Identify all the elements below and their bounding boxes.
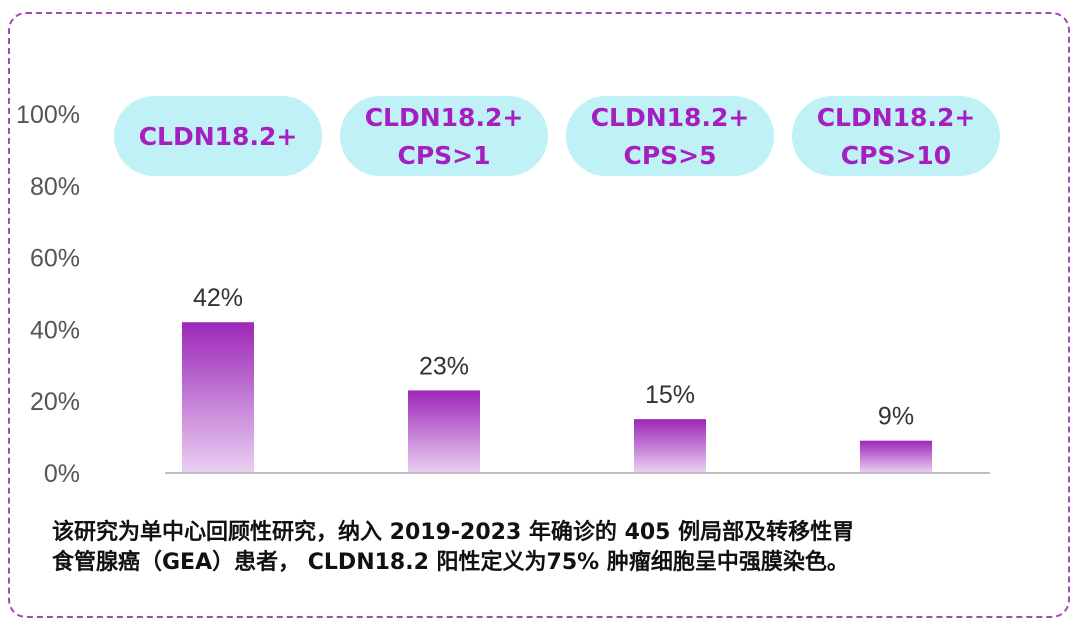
category-label: CLDN18.2+	[365, 103, 524, 132]
category-pill	[566, 96, 774, 176]
category-label: CPS>10	[841, 141, 951, 170]
bar	[182, 322, 254, 473]
category-label: CLDN18.2+	[591, 103, 750, 132]
bar	[860, 440, 932, 473]
caption-line-1: 该研究为单中心回顾性研究，纳入 2019-2023 年确诊的 405 例局部及转…	[52, 520, 855, 545]
bar-value-label: 15%	[645, 381, 695, 409]
y-tick-label: 100%	[16, 101, 80, 129]
category-label: CLDN18.2+	[139, 122, 298, 151]
bar	[408, 390, 480, 473]
category-label: CLDN18.2+	[817, 103, 976, 132]
caption: 该研究为单中心回顾性研究，纳入 2019-2023 年确诊的 405 例局部及转…	[52, 518, 1042, 578]
caption-line-2: 食管腺癌（GEA）患者， CLDN18.2 阳性定义为75% 肿瘤细胞呈中强膜染…	[52, 550, 849, 575]
y-tick-label: 20%	[30, 388, 80, 416]
bar-value-label: 42%	[193, 284, 243, 312]
category-label: CPS>5	[623, 141, 716, 170]
category-pill	[340, 96, 548, 176]
y-tick-label: 40%	[30, 316, 80, 344]
bar	[634, 419, 706, 473]
y-tick-label: 0%	[44, 460, 80, 488]
category-pill	[114, 96, 322, 176]
bar-value-label: 9%	[878, 403, 914, 431]
y-tick-label: 80%	[30, 173, 80, 201]
category-label: CPS>1	[397, 141, 490, 170]
category-pill	[792, 96, 1000, 176]
dashed-frame	[8, 12, 1070, 618]
y-tick-label: 60%	[30, 245, 80, 273]
bar-value-label: 23%	[419, 352, 469, 380]
